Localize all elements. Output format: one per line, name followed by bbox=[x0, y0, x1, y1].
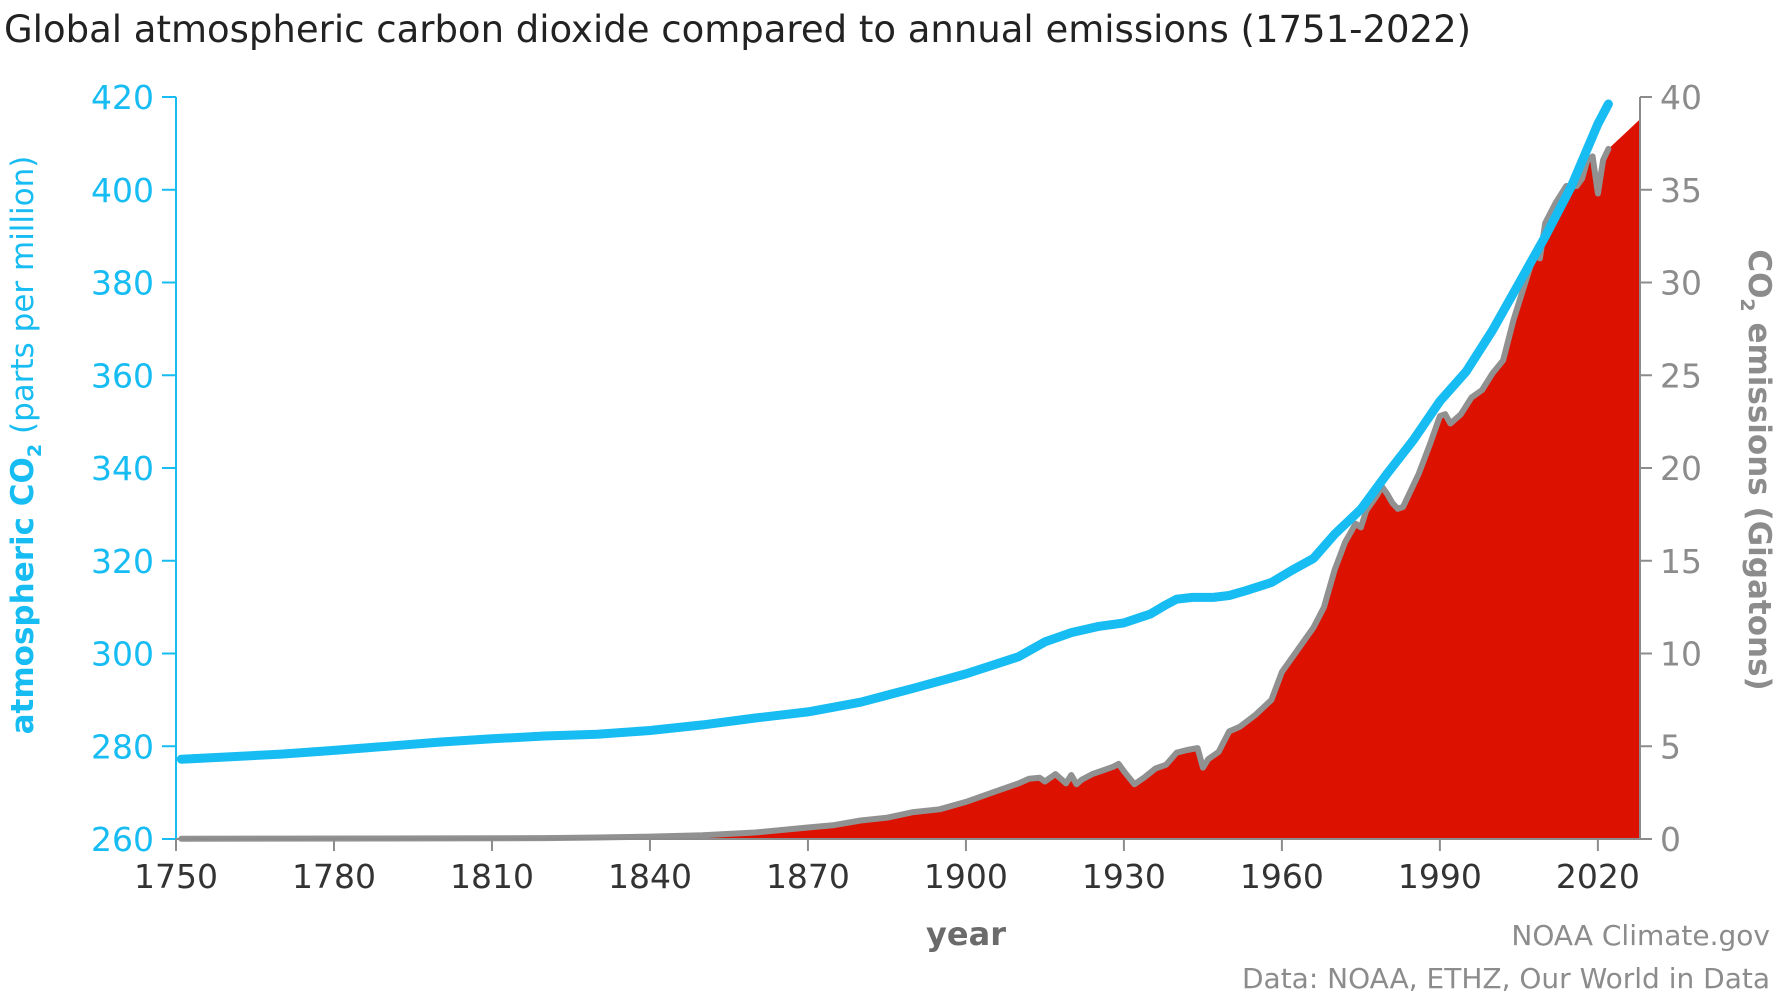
emissions-line bbox=[178, 145, 1612, 842]
left-axis-tick-label: 380 bbox=[91, 264, 154, 303]
emissions-area bbox=[181, 119, 1640, 840]
right-axis-tick-label: 15 bbox=[1660, 542, 1702, 581]
right-axis-tick-label: 0 bbox=[1660, 820, 1681, 859]
x-axis-tick-label: 1870 bbox=[766, 857, 850, 896]
x-axis-tick-label: 1930 bbox=[1082, 857, 1166, 896]
x-axis-tick-label: 1960 bbox=[1240, 857, 1324, 896]
left-axis-title-bold: atmospheric CO bbox=[5, 457, 41, 734]
x-axis-tick-label: 2020 bbox=[1556, 857, 1640, 896]
x-axis-title: year bbox=[926, 915, 1006, 953]
lines-layer bbox=[176, 99, 1613, 842]
co2-concentration-line bbox=[176, 99, 1613, 764]
left-axis-tick-label: 260 bbox=[91, 820, 154, 859]
left-axis-title-rest: (parts per million) bbox=[5, 156, 41, 444]
x-axis-tick-label: 1900 bbox=[924, 857, 1008, 896]
left-axis-tick-label: 360 bbox=[91, 356, 154, 395]
x-axis-tick-label: 1990 bbox=[1398, 857, 1482, 896]
x-axis-tick-label: 1810 bbox=[450, 857, 534, 896]
x-axis-tick-label: 1840 bbox=[608, 857, 692, 896]
credit-text: NOAA Climate.gov bbox=[1511, 919, 1770, 952]
left-axis-tick-label: 300 bbox=[91, 635, 154, 674]
right-axis-tick-label: 30 bbox=[1660, 264, 1702, 303]
left-axis-tick-label: 280 bbox=[91, 727, 154, 766]
left-axis-tick-label: 340 bbox=[91, 449, 154, 488]
right-axis-tick-label: 35 bbox=[1660, 171, 1702, 210]
left-axis-title: atmospheric CO2 (parts per million) bbox=[5, 156, 46, 735]
left-axis-tick-label: 320 bbox=[91, 542, 154, 581]
left-axis-title-subscript: 2 bbox=[24, 444, 46, 457]
x-axis-tick-label: 1780 bbox=[292, 857, 376, 896]
right-axis-tick-label: 5 bbox=[1660, 727, 1681, 766]
right-axis-tick-label: 20 bbox=[1660, 449, 1702, 488]
emissions-area-layer bbox=[181, 119, 1640, 840]
right-axis-tick-label: 10 bbox=[1660, 635, 1702, 674]
x-axis-tick-label: 1750 bbox=[134, 857, 218, 896]
right-axis-title-subscript: 2 bbox=[1736, 298, 1758, 311]
right-axis-title-bold: CO bbox=[1741, 249, 1777, 298]
left-axis-tick-label: 400 bbox=[91, 171, 154, 210]
left-axis-tick-label: 420 bbox=[91, 78, 154, 117]
tick-layer: 260 280 300 320 340 360 380 400 420 0 5 10 15 20 25 30 3… bbox=[91, 78, 1702, 896]
right-axis-title-rest: emissions (Gigatons) bbox=[1741, 312, 1777, 691]
right-axis-tick-label: 25 bbox=[1660, 356, 1702, 395]
chart-title: Global atmospheric carbon dioxide compar… bbox=[4, 8, 1471, 51]
right-axis-tick-label: 40 bbox=[1660, 78, 1702, 117]
data-source-text: Data: NOAA, ETHZ, Our World in Data bbox=[1242, 962, 1770, 995]
right-axis-title: CO2 emissions (Gigatons) bbox=[1736, 249, 1777, 690]
